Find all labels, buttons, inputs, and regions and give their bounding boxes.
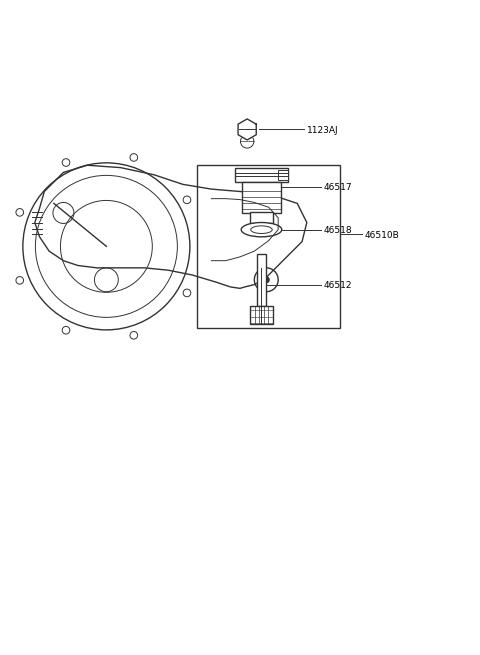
Text: 46512: 46512 [324, 281, 352, 290]
Text: 46510B: 46510B [364, 231, 399, 240]
Ellipse shape [241, 223, 282, 237]
Text: 46518: 46518 [324, 226, 352, 235]
Bar [242, 182, 281, 213]
Circle shape [264, 277, 269, 283]
Polygon shape [238, 119, 256, 140]
Bar [278, 170, 288, 179]
Ellipse shape [251, 226, 272, 233]
Bar [235, 168, 288, 182]
Bar [250, 212, 274, 223]
Bar [257, 253, 266, 306]
Text: 1123AJ: 1123AJ [307, 126, 338, 136]
Bar [250, 306, 273, 324]
Text: 46517: 46517 [324, 183, 352, 192]
